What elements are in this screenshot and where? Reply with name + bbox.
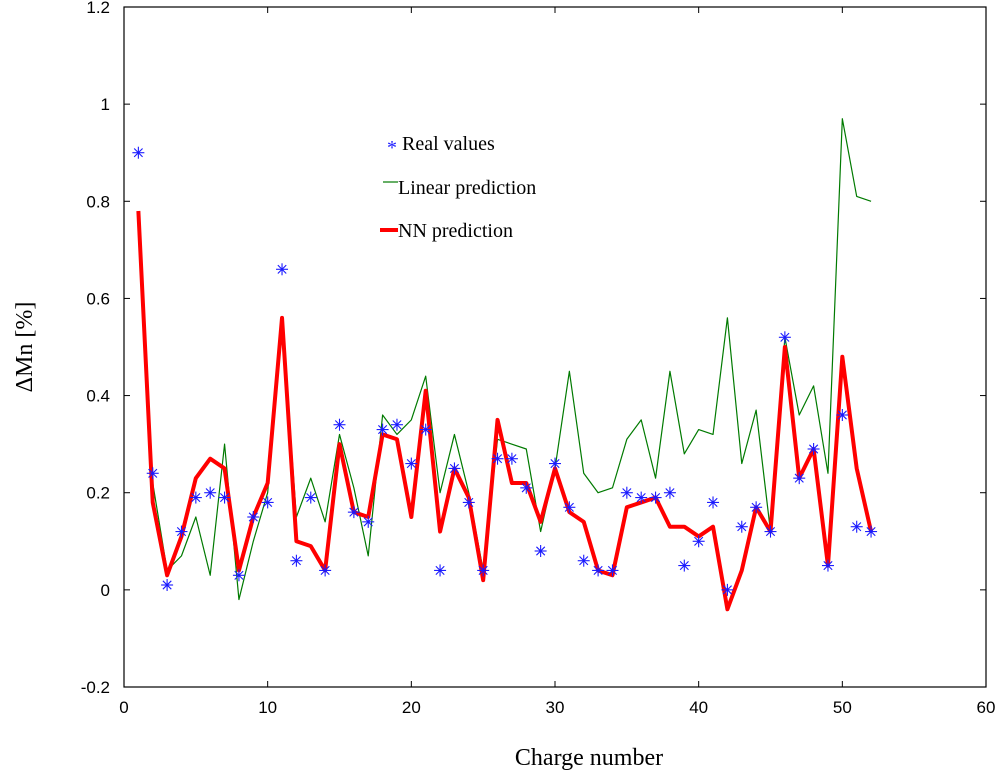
real-value-point: [290, 554, 303, 567]
real-value-point: [764, 525, 777, 538]
real-value-point: [663, 486, 676, 499]
y-tick-label: -0.2: [81, 678, 110, 697]
real-value-point: [132, 146, 145, 159]
real-value-point: [319, 564, 332, 577]
real-value-point: [505, 452, 518, 465]
real-value-point: [232, 569, 245, 582]
real-value-point: [462, 496, 475, 509]
real-value-point: [146, 467, 159, 480]
real-value-point: [448, 462, 461, 475]
x-tick-label: 20: [402, 698, 421, 717]
real-value-point: [549, 457, 561, 470]
real-value-point: [189, 491, 202, 504]
real-value-point: [692, 535, 705, 548]
legend-label-nn-prediction: NN prediction: [398, 220, 513, 242]
real-value-point: [735, 520, 748, 533]
axis-ticks: 0 10 20 30 40 50 60 -0.2 0 0.2 0.4 0.6 0.8 1 1.2: [81, 0, 996, 717]
real-value-point: [865, 525, 878, 538]
real-value-point: [218, 491, 231, 504]
real-value-point: [362, 515, 375, 528]
real-value-point: [635, 491, 648, 504]
real-value-point: [721, 583, 734, 596]
y-axis-title: ΔMn [%]: [12, 302, 38, 393]
real-value-point: [304, 491, 317, 504]
real-value-point: [707, 496, 720, 509]
real-value-point: [261, 496, 274, 509]
real-value-point: [347, 506, 360, 519]
real-value-point: [606, 564, 619, 577]
real-value-point: [419, 423, 432, 436]
real-value-point: [333, 418, 346, 431]
real-value-point: [247, 511, 260, 523]
x-tick-label: 50: [833, 698, 852, 717]
real-value-point: [175, 525, 188, 538]
real-value-point: [390, 418, 403, 431]
real-value-point: [376, 423, 389, 436]
legend-label-real-values: Real values: [402, 133, 495, 155]
real-value-point: [793, 472, 806, 485]
real-value-point: [491, 452, 504, 465]
x-tick-label: 0: [119, 698, 128, 717]
series-line-1: [137, 118, 872, 601]
y-tick-label: 0.2: [86, 484, 110, 503]
real-value-point: [592, 564, 605, 577]
y-tick-label: 0.8: [86, 192, 110, 211]
series-lines: [136, 118, 874, 612]
real-value-point: [563, 501, 576, 514]
y-tick-label: 1.2: [86, 0, 110, 17]
real-value-point: [520, 481, 533, 494]
real-value-point: [750, 501, 763, 514]
real-value-point: [276, 263, 289, 276]
real-value-point: [477, 564, 490, 577]
series-line-2: [136, 210, 874, 612]
real-value-point: [620, 486, 633, 499]
real-value-point: [577, 554, 590, 567]
series-markers: [132, 146, 878, 596]
x-tick-label: 30: [546, 698, 565, 717]
real-value-point: [836, 409, 849, 421]
legend: * Real values Linear prediction NN predi…: [380, 133, 536, 242]
real-value-point: [821, 559, 834, 572]
real-value-point: [161, 579, 174, 591]
y-tick-label: 0.4: [86, 387, 110, 406]
real-value-point: [434, 564, 447, 577]
real-value-point: [678, 559, 691, 572]
real-value-point: [778, 331, 791, 344]
real-value-point: [807, 443, 820, 455]
x-axis-title: Charge number: [515, 745, 663, 771]
real-value-point: [405, 457, 418, 470]
real-value-point: [534, 545, 547, 557]
x-tick-label: 40: [689, 698, 708, 717]
x-tick-label: 10: [258, 698, 277, 717]
real-value-point: [850, 520, 863, 533]
real-value-point: [649, 491, 662, 504]
y-tick-label: 0: [101, 581, 110, 600]
legend-marker-real-values: *: [387, 137, 397, 159]
x-tick-label: 60: [977, 698, 996, 717]
legend-label-linear-prediction: Linear prediction: [398, 177, 536, 199]
y-tick-label: 1: [101, 95, 110, 114]
plot-frame: [123, 6, 987, 688]
y-tick-label: 0.6: [86, 289, 110, 308]
real-value-point: [204, 486, 217, 499]
